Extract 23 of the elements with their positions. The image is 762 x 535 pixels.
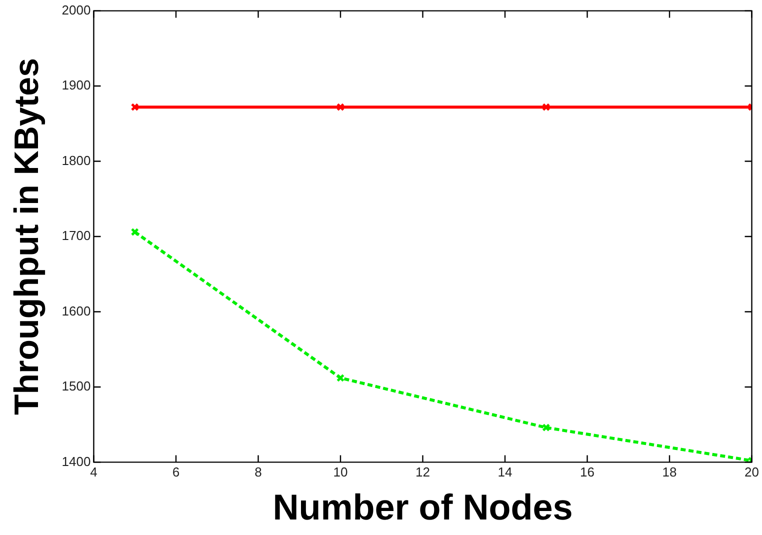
x-tick-label: 20 [744,464,760,480]
x-tick-label: 6 [172,464,180,480]
x-tick-label: 14 [498,464,512,480]
x-tick-label: 18 [662,464,677,480]
point [130,228,139,236]
point [336,374,345,382]
x-axis-title: Number of Nodes [272,486,573,528]
x-tick-label: 8 [254,464,262,480]
y-tick-label: 1600 [62,303,91,318]
y-tick-label: 1700 [62,228,91,244]
y-axis-title: Throughput in KBytes [8,58,46,415]
x-tick-label: 16 [580,464,594,480]
y-tick-label: 1400 [62,454,91,469]
y-tick-label: 1900 [62,78,91,93]
point [542,103,550,112]
x-tick-label: 12 [416,464,430,480]
point [336,103,345,112]
y-tick-label: 1800 [62,152,91,168]
x-tick-label: 10 [333,464,348,480]
point [542,424,550,432]
y-tick-label: 1500 [62,378,91,394]
y-tick-label: 2000 [62,2,91,18]
x-tick-label: 4 [90,464,98,480]
